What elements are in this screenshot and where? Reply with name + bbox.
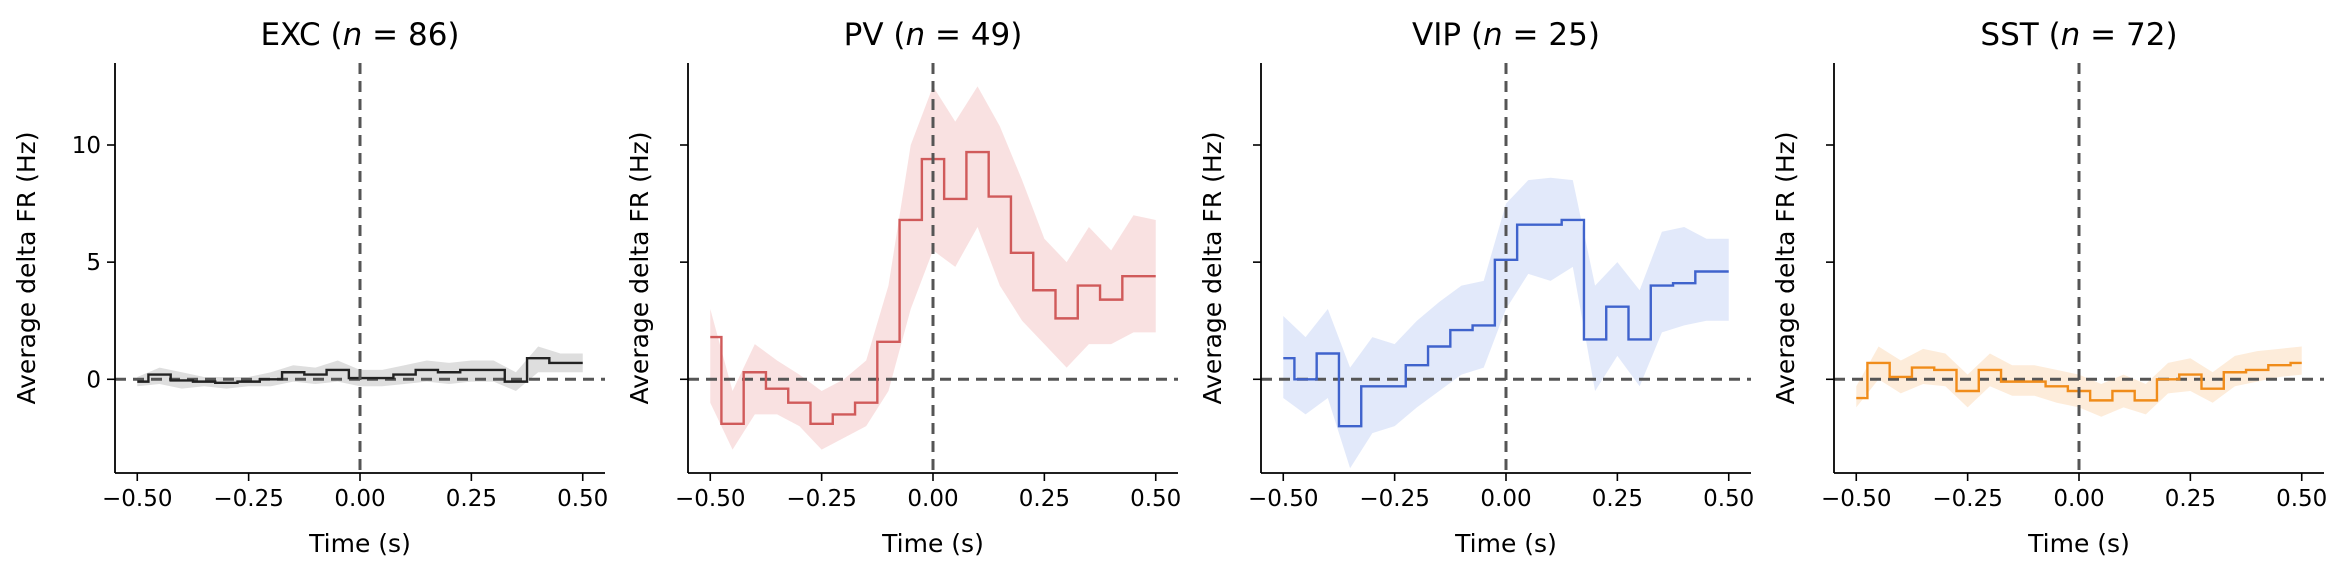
y-tick-label: 5 [86, 250, 101, 276]
x-tick-label: 0.25 [2165, 486, 2216, 512]
panel-1: −0.50 −0.25 0.00 0.25 0.50 Time (s) Average de… [625, 17, 1181, 558]
x-tick-label: 0.25 [446, 486, 497, 512]
x-tick-label: 0.25 [1592, 486, 1643, 512]
title-count: = 86) [362, 17, 459, 53]
x-tick-label: −0.25 [213, 486, 283, 512]
panel-0: −0.50 −0.25 0.00 0.25 0.50 0 5 10 Time (s) Averag… [12, 17, 608, 558]
y-axis-label: Average delta FR (Hz) [625, 132, 654, 405]
title-variable: n [905, 17, 925, 53]
x-tick-label: 0.50 [557, 486, 608, 512]
x-tick-label: −0.50 [1821, 486, 1891, 512]
x-tick-label: 0.25 [1019, 486, 1070, 512]
y-axis-label: Average delta FR (Hz) [1771, 132, 1800, 405]
x-tick-label: 0.00 [334, 486, 385, 512]
title-prefix: SST ( [1980, 17, 2060, 53]
confidence-band [1856, 346, 2302, 417]
x-tick-label: 0.50 [2276, 486, 2327, 512]
x-tick-label: 0.00 [1480, 486, 1531, 512]
panel-title: EXC (n = 86) [260, 17, 459, 53]
title-count: = 72) [2080, 17, 2177, 53]
x-tick-label: −0.25 [1932, 486, 2002, 512]
x-tick-label: −0.25 [786, 486, 856, 512]
x-tick-label: −0.25 [1359, 486, 1429, 512]
data-series-step-line [710, 150, 1156, 425]
title-prefix: EXC ( [260, 17, 342, 53]
y-tick-label: 10 [72, 133, 101, 159]
y-axis-label: Average delta FR (Hz) [1198, 132, 1227, 405]
panel-title: SST (n = 72) [1980, 17, 2177, 53]
x-tick-label: 0.50 [1130, 486, 1181, 512]
x-axis-label: Time (s) [2027, 529, 2130, 558]
data-series-step-line [1283, 218, 1729, 428]
panel-2: −0.50 −0.25 0.00 0.25 0.50 Time (s) Average de… [1198, 17, 1754, 558]
x-tick-label: 0.00 [2053, 486, 2104, 512]
x-tick-label: −0.50 [102, 486, 172, 512]
y-tick-label: 0 [86, 367, 101, 393]
panel-title: PV (n = 49) [844, 17, 1023, 53]
title-count: = 25) [1503, 17, 1600, 53]
title-prefix: VIP ( [1412, 17, 1483, 53]
y-axis-label: Average delta FR (Hz) [12, 132, 41, 405]
x-axis-label: Time (s) [1454, 529, 1557, 558]
title-variable: n [1483, 17, 1503, 53]
confidence-band [1283, 177, 1729, 469]
x-tick-label: 0.00 [907, 486, 958, 512]
title-count: = 49) [925, 17, 1022, 53]
data-series-step-line [137, 357, 583, 384]
x-axis-label: Time (s) [308, 529, 411, 558]
x-tick-label: 0.50 [1703, 486, 1754, 512]
title-variable: n [2061, 17, 2081, 53]
data-series-step-line [1856, 361, 2302, 402]
x-tick-label: −0.50 [675, 486, 745, 512]
title-prefix: PV ( [844, 17, 906, 53]
panel-3: −0.50 −0.25 0.00 0.25 0.50 Time (s) Average de… [1771, 17, 2327, 558]
title-variable: n [343, 17, 363, 53]
panel-title: VIP (n = 25) [1412, 17, 1600, 53]
x-tick-label: −0.50 [1248, 486, 1318, 512]
x-axis-label: Time (s) [881, 529, 984, 558]
